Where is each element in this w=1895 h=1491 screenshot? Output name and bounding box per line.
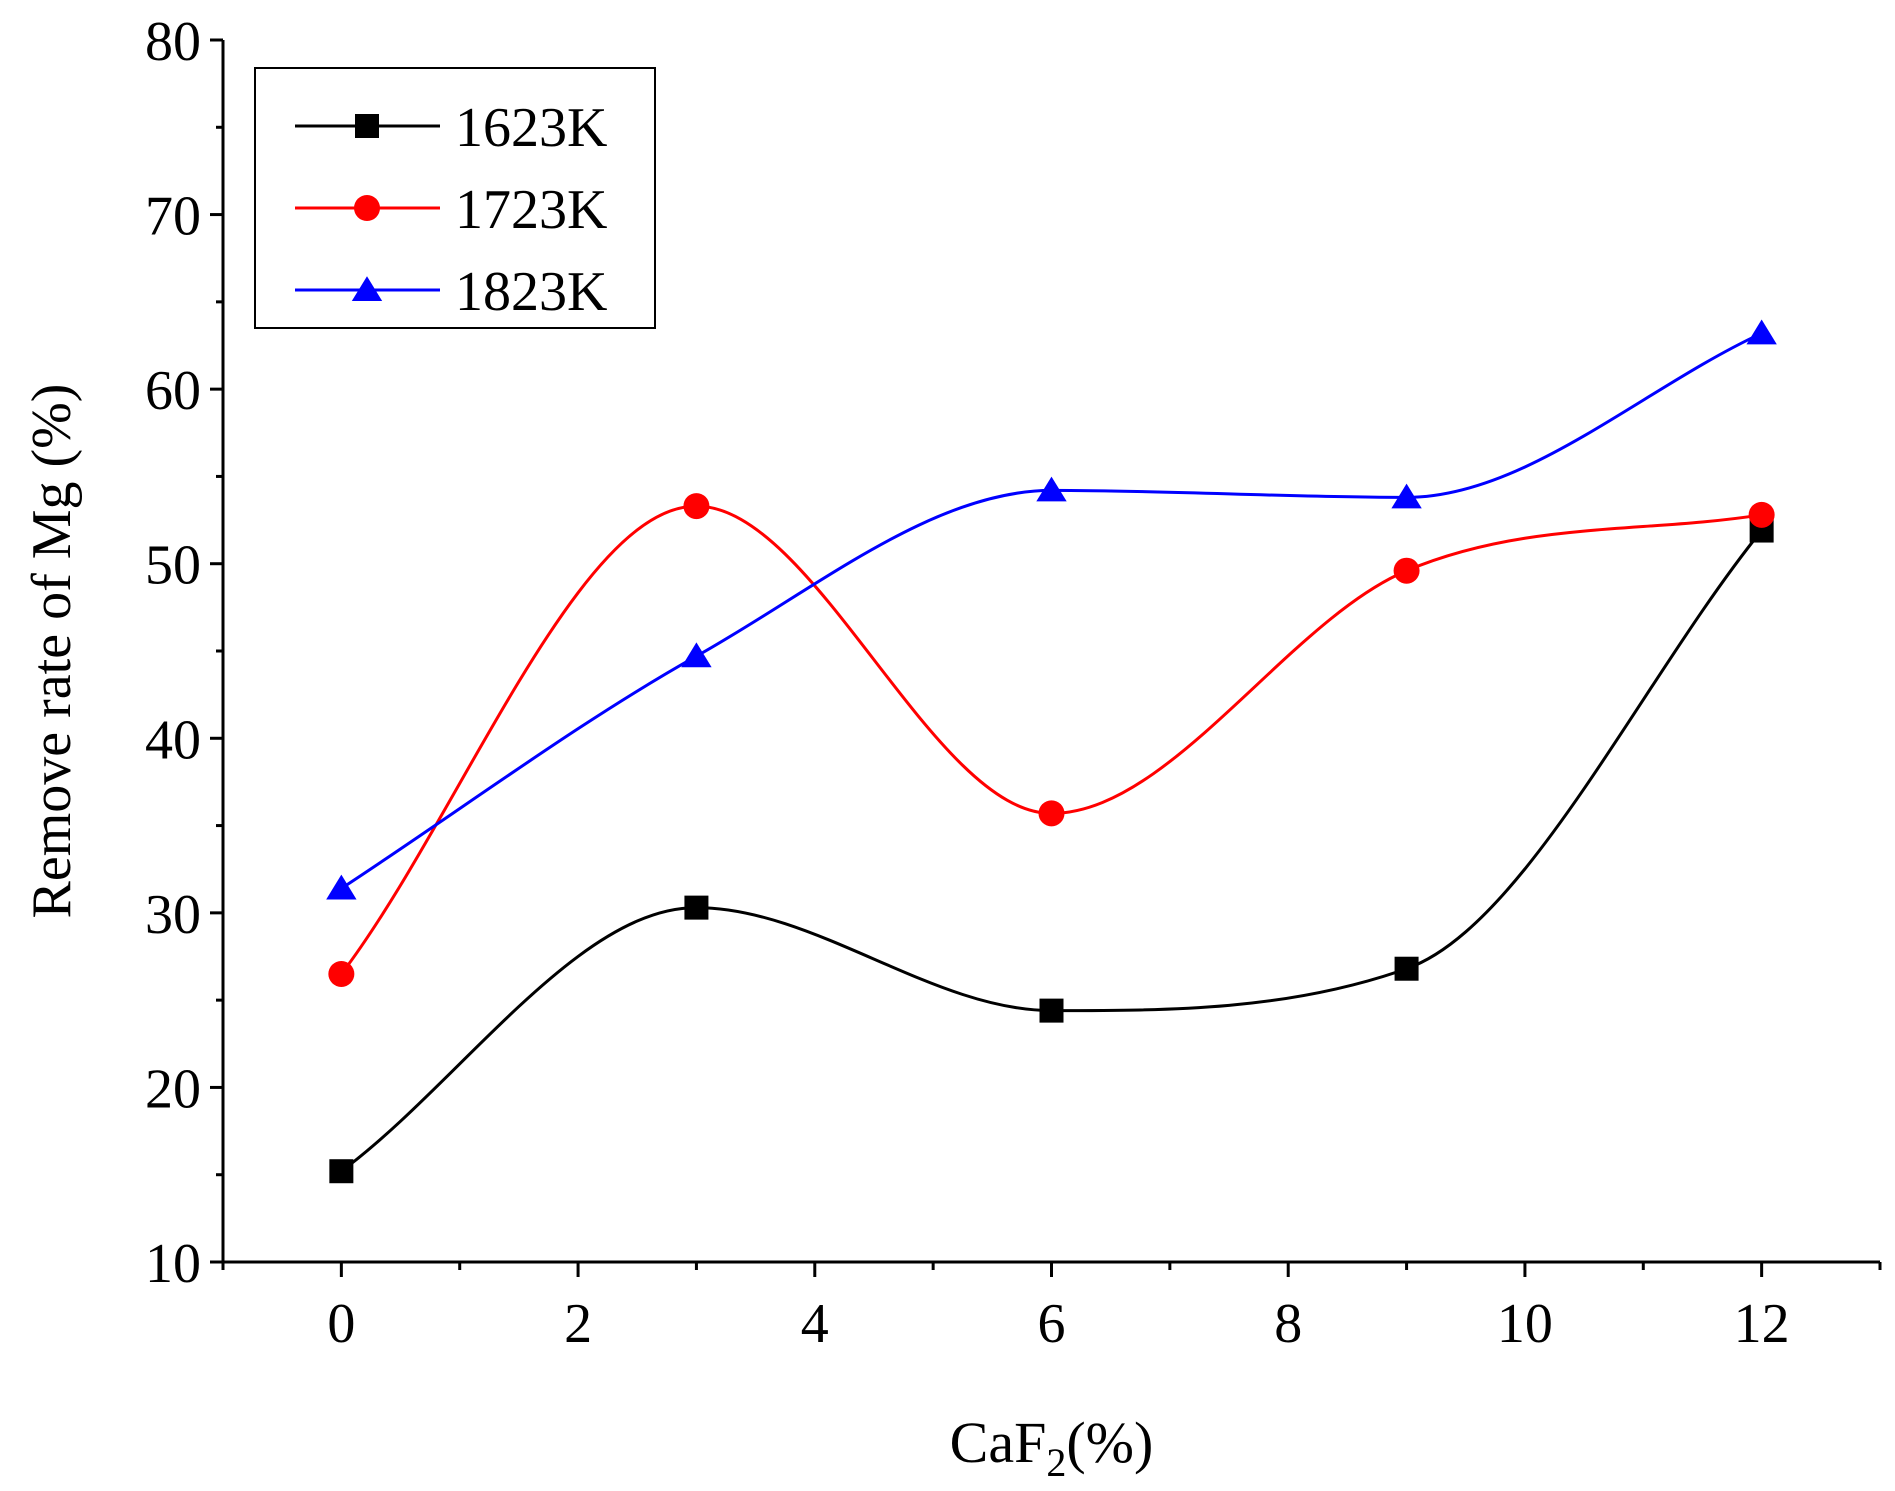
series-line-1723K (340, 504, 1762, 975)
data-point-1623K-9 (1394, 956, 1419, 981)
y-tick-label-80: 80 (145, 11, 201, 73)
data-point-1823K-0 (326, 874, 357, 900)
legend-marker-1623K (355, 114, 379, 138)
legend-label-1823K: 1823K (455, 261, 607, 323)
data-point-1723K-0 (328, 960, 355, 987)
y-tick-label-70: 70 (145, 186, 201, 248)
legend-label-1723K: 1723K (455, 179, 607, 241)
y-tick-label-20: 20 (145, 1058, 201, 1120)
data-point-1823K-3 (681, 642, 712, 668)
data-point-1623K-0 (329, 1159, 354, 1184)
x-tick-label-8: 8 (1274, 1293, 1302, 1355)
x-tick-label-12: 12 (1734, 1293, 1790, 1355)
y-tick-label-60: 60 (145, 360, 201, 422)
legend-label-1623K: 1623K (455, 97, 607, 159)
legend-box (254, 67, 656, 329)
data-point-1723K-9 (1393, 557, 1420, 584)
data-point-1823K-9 (1391, 483, 1422, 509)
x-tick-label-4: 4 (801, 1293, 829, 1355)
x-tick-label-2: 2 (564, 1293, 592, 1355)
data-point-1723K-3 (683, 493, 710, 520)
data-point-1623K-3 (684, 895, 709, 920)
data-point-1823K-12 (1746, 319, 1777, 345)
data-point-1723K-12 (1748, 501, 1775, 528)
series-markers (326, 319, 1777, 1184)
y-tick-label-10: 10 (145, 1233, 201, 1295)
y-tick-label-40: 40 (145, 709, 201, 771)
legend-marker-1723K (354, 195, 380, 221)
y-axis-label: Remove rate of Mg (%) (21, 384, 83, 919)
legend-marker-1823K (351, 276, 383, 302)
x-tick-label-0: 0 (327, 1293, 355, 1355)
series-lines (340, 331, 1763, 1173)
x-tick-label-6: 6 (1038, 1293, 1066, 1355)
y-tick-label-30: 30 (145, 884, 201, 946)
data-point-1823K-6 (1036, 476, 1067, 502)
x-axis-label: CaF2(%) (950, 1410, 1154, 1485)
legend: 1623K 1723K 1823K (254, 67, 656, 329)
x-tick-label-10: 10 (1497, 1293, 1553, 1355)
data-point-1723K-6 (1038, 800, 1065, 827)
axes: 10 20 30 40 50 60 70 80 0 2 4 6 8 10 12 CaF2(%) Remove r… (21, 11, 1882, 1485)
data-point-1623K-6 (1039, 998, 1064, 1023)
y-tick-label-50: 50 (145, 535, 201, 597)
